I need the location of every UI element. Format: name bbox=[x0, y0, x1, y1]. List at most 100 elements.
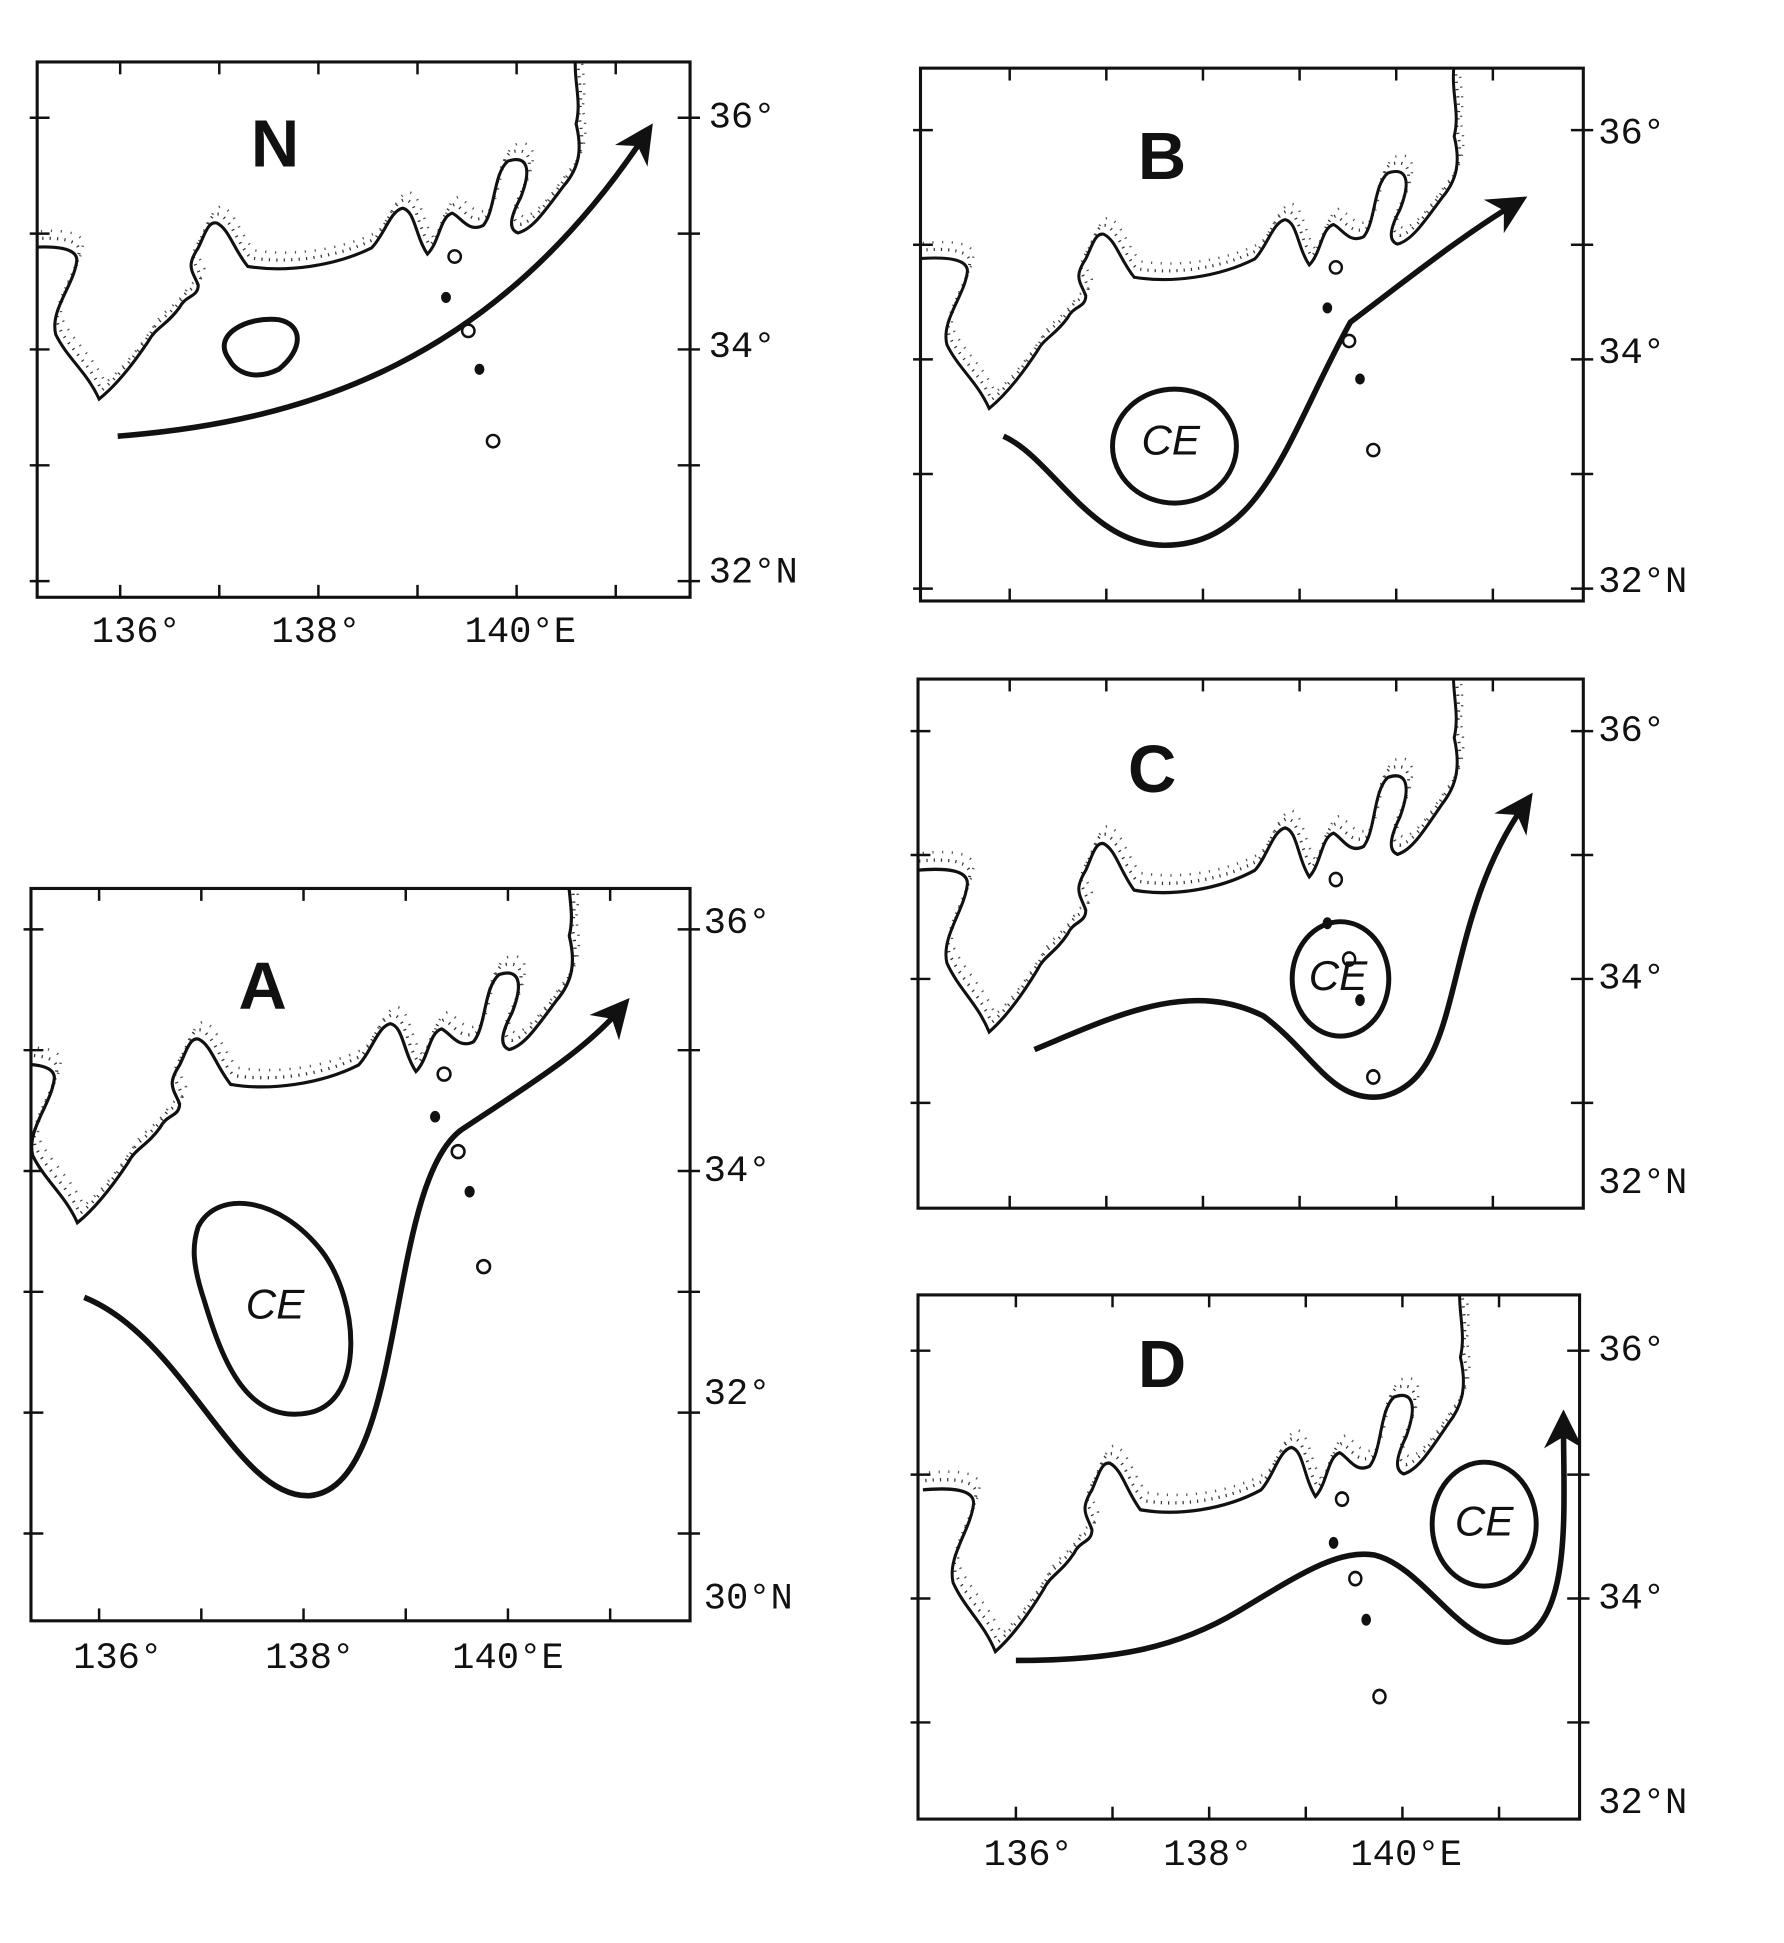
latitude-label: 32°N bbox=[1598, 1783, 1687, 1825]
latitude-label: 36° bbox=[1598, 1330, 1665, 1372]
island bbox=[474, 363, 485, 375]
island bbox=[1322, 302, 1333, 314]
longitude-label: 138° bbox=[265, 1638, 354, 1680]
longitude-label: 138° bbox=[1163, 1835, 1252, 1877]
island bbox=[436, 1066, 452, 1082]
kuroshio-path bbox=[1033, 792, 1533, 1100]
latitude-label: 36° bbox=[709, 98, 776, 140]
latitude-label: 32°N bbox=[709, 552, 798, 594]
longitude-label: 136° bbox=[984, 1835, 1073, 1877]
panel-label: N bbox=[251, 106, 299, 181]
map-frame bbox=[916, 677, 1585, 1210]
kuroshio-path bbox=[1002, 196, 1528, 549]
latitude-label: 34° bbox=[704, 1151, 771, 1193]
coast-stipple bbox=[918, 679, 1462, 1025]
island bbox=[1366, 442, 1381, 458]
eddy-label: CE bbox=[1309, 952, 1368, 999]
eddy-label: CE bbox=[1142, 417, 1201, 464]
map-frame bbox=[916, 1293, 1582, 1821]
map-frame bbox=[35, 60, 692, 599]
island bbox=[441, 291, 451, 303]
coastline bbox=[30, 888, 581, 1275]
island bbox=[1328, 260, 1344, 275]
kuroshio-path bbox=[83, 998, 630, 1499]
latitude-label: 36° bbox=[1598, 711, 1665, 753]
latitude-label: 34° bbox=[1598, 1578, 1665, 1620]
latitude-label: 32°N bbox=[1598, 1163, 1687, 1205]
coast-stipple bbox=[37, 61, 584, 392]
island bbox=[1372, 1688, 1387, 1705]
coast-line bbox=[37, 61, 581, 401]
map-panel: C CE 36° 34° 32°N bbox=[910, 677, 1687, 1210]
longitude-label: 140°E bbox=[452, 1638, 563, 1680]
eddy-label: CE bbox=[246, 1280, 305, 1327]
longitude-label: 136° bbox=[92, 612, 181, 654]
island bbox=[450, 1143, 466, 1160]
map-area bbox=[37, 61, 653, 449]
longitude-label: 138° bbox=[271, 612, 360, 654]
map-frame bbox=[29, 886, 692, 1623]
map-panel: B CE 36° 34° 32°N bbox=[913, 66, 1687, 604]
coast-line bbox=[921, 1294, 1466, 1654]
coastline bbox=[918, 679, 1465, 1085]
longitude-label: 136° bbox=[73, 1638, 162, 1680]
panel-label: D bbox=[1138, 1327, 1186, 1402]
island bbox=[476, 1258, 492, 1275]
cold-eddy bbox=[191, 1200, 354, 1417]
coast-stipple bbox=[927, 1294, 1471, 1636]
longitude-label: 140°E bbox=[465, 612, 576, 654]
coastline bbox=[921, 1294, 1471, 1705]
cold-eddy bbox=[221, 316, 300, 378]
map-panel: D CE 36° 34° 32°N 136° 138° 140°E bbox=[910, 1293, 1687, 1877]
coast-stipple bbox=[30, 888, 577, 1216]
map-panel: A CE 36° 34° 32° 30°N 136° 138° 140°E bbox=[23, 886, 793, 1680]
latitude-label: 36° bbox=[1598, 114, 1665, 156]
map-area bbox=[921, 1294, 1580, 1705]
coast-stipple bbox=[920, 68, 1462, 402]
latitude-label: 34° bbox=[1598, 959, 1665, 1001]
island bbox=[464, 1185, 475, 1198]
coast-stipple bbox=[921, 68, 1465, 394]
island bbox=[1341, 951, 1357, 968]
eddy-label: CE bbox=[1455, 1497, 1514, 1544]
cold-eddy bbox=[1110, 386, 1239, 506]
longitude-label: 140°E bbox=[1350, 1835, 1461, 1877]
coast-line bbox=[920, 68, 1459, 410]
island bbox=[1361, 1613, 1372, 1626]
map-area bbox=[30, 888, 630, 1499]
latitude-label: 34° bbox=[709, 327, 776, 369]
cold-eddy bbox=[1429, 1459, 1539, 1589]
island bbox=[1348, 1570, 1363, 1587]
panel-label: C bbox=[1128, 732, 1176, 807]
cold-eddy bbox=[1289, 919, 1392, 1039]
island bbox=[1328, 1536, 1339, 1549]
island bbox=[447, 249, 463, 264]
latitude-label: 36° bbox=[704, 903, 771, 945]
coast-stipple bbox=[37, 61, 587, 385]
island bbox=[1366, 1069, 1381, 1085]
coast-line bbox=[30, 888, 575, 1225]
island bbox=[1328, 871, 1344, 888]
map-panel: N 36° 34° 32°N 136° 138° 140°E bbox=[29, 60, 798, 654]
kuroshio-path bbox=[1015, 1409, 1580, 1664]
island bbox=[1334, 1491, 1350, 1508]
coast-stipple bbox=[921, 679, 1465, 1017]
latitude-label: 34° bbox=[1598, 333, 1665, 375]
panel-label: A bbox=[238, 949, 286, 1024]
island bbox=[430, 1110, 441, 1123]
latitude-label: 32° bbox=[704, 1374, 771, 1416]
coast-line bbox=[918, 679, 1459, 1034]
kuroshio-path bbox=[117, 123, 653, 439]
panel-label: B bbox=[1138, 119, 1186, 194]
island bbox=[1355, 994, 1365, 1007]
coastline bbox=[920, 68, 1465, 458]
coast-stipple bbox=[30, 888, 581, 1208]
coastline bbox=[37, 61, 587, 449]
latitude-label: 30°N bbox=[704, 1578, 793, 1620]
island bbox=[1355, 373, 1365, 385]
map-area bbox=[918, 679, 1533, 1100]
island bbox=[485, 433, 501, 449]
coast-stipple bbox=[923, 1294, 1468, 1644]
